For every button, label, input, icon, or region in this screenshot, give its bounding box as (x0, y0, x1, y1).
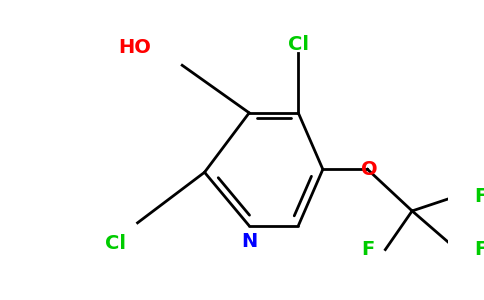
Text: O: O (362, 160, 378, 179)
Text: N: N (241, 232, 257, 251)
Text: HO: HO (118, 38, 151, 57)
Text: Cl: Cl (105, 234, 126, 253)
Text: F: F (475, 240, 484, 259)
Text: Cl: Cl (288, 35, 309, 54)
Text: F: F (475, 187, 484, 206)
Text: F: F (361, 240, 374, 259)
